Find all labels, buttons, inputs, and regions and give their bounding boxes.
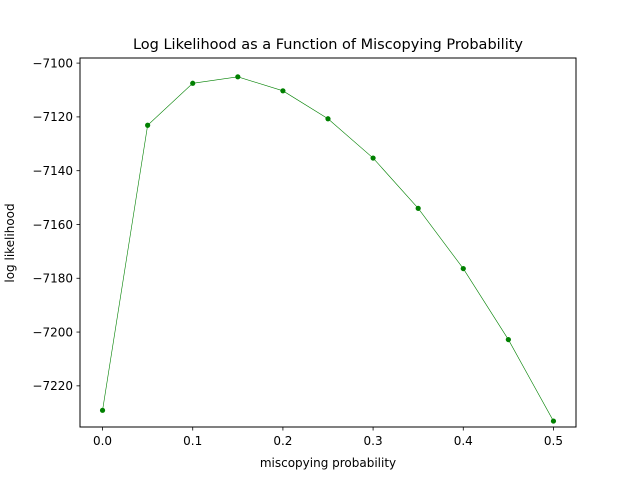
x-tick-label: 0.5 xyxy=(544,434,563,448)
y-axis-label: log likelihood xyxy=(3,203,17,282)
data-point xyxy=(505,336,511,343)
x-axis-label: miscopying probability xyxy=(260,456,396,470)
x-tick-label: 0.0 xyxy=(93,434,112,448)
data-point xyxy=(325,116,331,122)
plot-frame xyxy=(79,57,577,428)
data-point xyxy=(550,418,557,424)
y-tick-label: −7120 xyxy=(32,110,73,124)
data-point xyxy=(99,407,106,413)
data-point xyxy=(280,88,286,94)
x-tick-label: 0.2 xyxy=(273,434,292,448)
data-point xyxy=(460,265,466,272)
y-tick-label: −7220 xyxy=(32,379,73,393)
data-point xyxy=(190,80,196,86)
data-point xyxy=(235,74,241,80)
y-tick-label: −7140 xyxy=(32,164,73,178)
y-tick-label: −7160 xyxy=(32,218,73,232)
y-tick-label: −7100 xyxy=(32,56,73,70)
x-tick-label: 0.1 xyxy=(183,434,202,448)
axis-ticks: 0.0 0.1 0.2 0.3 0.4 0.5 −7100 −7120 −7140 −7160 −7… xyxy=(32,56,563,448)
y-tick-label: −7180 xyxy=(32,272,73,286)
series-line xyxy=(102,76,554,422)
data-point xyxy=(415,205,421,211)
x-tick-label: 0.4 xyxy=(454,434,473,448)
x-tick-label: 0.3 xyxy=(364,434,383,448)
data-point xyxy=(145,122,151,128)
plot-area xyxy=(99,74,557,424)
y-tick-label: −7200 xyxy=(32,325,73,339)
chart-title: Log Likelihood as a Function of Miscopyi… xyxy=(133,37,523,53)
data-point xyxy=(370,155,376,161)
